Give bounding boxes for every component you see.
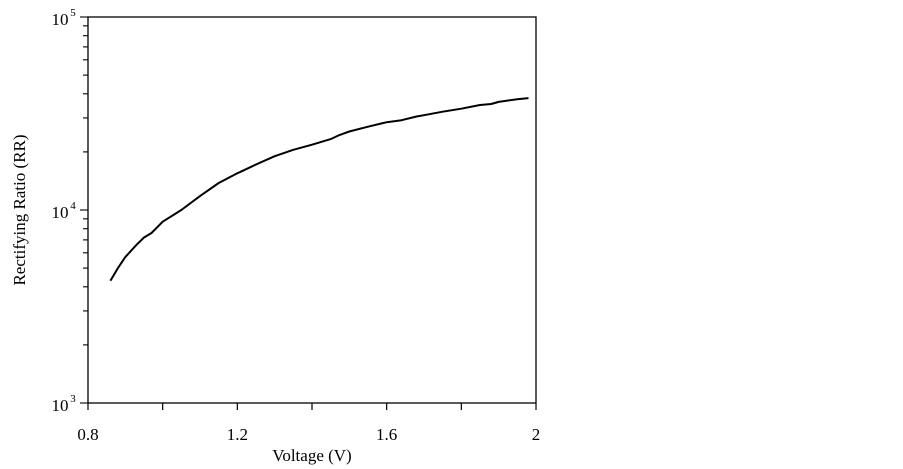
y-tick-label: 10	[52, 203, 69, 222]
y-tick-label: 10	[52, 396, 69, 415]
x-tick-label: 1.6	[376, 425, 397, 444]
x-tick-label: 2	[532, 425, 541, 444]
y-tick-label-exponent: 5	[70, 7, 76, 19]
x-tick-label: 0.8	[77, 425, 98, 444]
series-line-rr	[109, 97, 529, 282]
y-tick-label-exponent: 3	[70, 393, 76, 405]
plot-frame	[87, 16, 537, 404]
axes	[87, 16, 537, 404]
x-tick-label: 1.2	[227, 425, 248, 444]
y-tick-label-exponent: 4	[70, 200, 76, 212]
x-axis-label: Voltage (V)	[272, 446, 351, 465]
y-tick-label: 10	[52, 10, 69, 29]
series-layer	[109, 97, 529, 282]
y-axis-label: Rectifying Ratio (RR)	[10, 134, 29, 285]
